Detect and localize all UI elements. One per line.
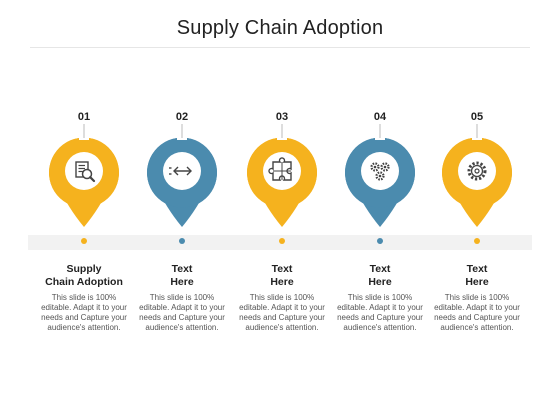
puzzle-icon [268, 157, 292, 181]
step-description: This slide is 100% editable. Adapt it to… [239, 293, 325, 332]
timeline-dot [474, 238, 480, 244]
step-heading: Text Here [170, 263, 194, 288]
document-search-icon [75, 161, 96, 183]
title-divider [30, 47, 530, 48]
timeline-dot [377, 238, 383, 244]
arrows-exchange-icon [169, 166, 192, 176]
map-pin-marker [442, 124, 512, 227]
step-heading: Text Here [465, 263, 489, 288]
step-description: This slide is 100% editable. Adapt it to… [139, 293, 225, 332]
step-number: 05 [470, 111, 484, 123]
step-1: 01 Supply Chain Adoption This slide is 100… [29, 0, 139, 420]
step-number: 03 [275, 111, 289, 123]
slide-title: Supply Chain Adoption [176, 17, 384, 39]
step-description: This slide is 100% editable. Adapt it to… [337, 293, 423, 332]
gear-icon [467, 161, 487, 181]
map-pin-marker [345, 124, 415, 227]
step-number: 04 [373, 111, 387, 123]
timeline-dot [179, 238, 185, 244]
step-2: 02 Text Here This slide is 100% editable. … [127, 0, 237, 420]
timeline-dot [81, 238, 87, 244]
map-pin-marker [147, 124, 217, 227]
step-description: This slide is 100% editable. Adapt it to… [41, 293, 127, 332]
gears-icon [370, 162, 390, 181]
step-description: This slide is 100% editable. Adapt it to… [434, 293, 520, 332]
step-number: 02 [175, 111, 189, 123]
step-heading: Text Here [368, 263, 392, 288]
step-heading: Text Here [270, 263, 294, 288]
step-4: 04 Text Here This slide is 100% editable. … [325, 0, 435, 420]
step-number: 01 [77, 111, 91, 123]
step-3: 03 Text Here This slide is 100% editable. … [227, 0, 337, 420]
timeline-dot [279, 238, 285, 244]
map-pin-marker [49, 124, 119, 227]
step-5: 05 Text Here This slide is 100% editable. … [422, 0, 532, 420]
map-pin-marker [247, 124, 317, 227]
step-heading: Supply Chain Adoption [45, 263, 123, 288]
